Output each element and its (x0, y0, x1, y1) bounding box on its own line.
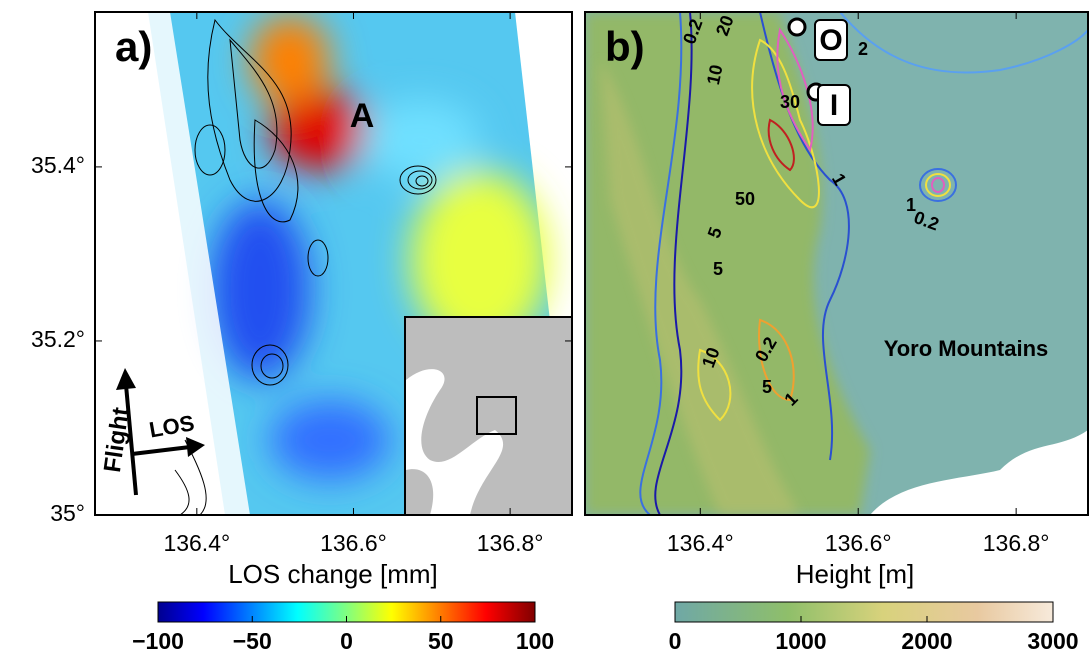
contour-label: 5 (713, 259, 723, 279)
contour-label: 10 (703, 63, 727, 87)
feature-label: A (350, 97, 375, 135)
colorbar (675, 602, 1053, 622)
site-label: O (819, 24, 842, 57)
colorbar-tick-label: 50 (428, 628, 454, 654)
colorbar-tick-label: 3000 (1027, 628, 1078, 654)
x-tick-label: 136.4° (163, 530, 230, 556)
colorbar-tick-label: −100 (132, 628, 184, 654)
panel-label: b) (605, 23, 645, 70)
x-tick-label: 136.8° (477, 530, 544, 556)
x-tick-label: 136.8° (983, 530, 1050, 556)
colorbar-tick-label: 0 (340, 628, 353, 654)
x-tick-label: 136.4° (667, 530, 734, 556)
contour-label: 50 (735, 189, 755, 209)
region-label: Yoro Mountains (884, 336, 1049, 361)
contour-label: 30 (780, 92, 800, 112)
colorbar-tick-label: 0 (669, 628, 682, 654)
site-marker (789, 19, 805, 35)
site-label: I (830, 89, 838, 122)
contour-label: 1 (906, 195, 916, 215)
colorbar-tick-label: 1000 (775, 628, 826, 654)
x-tick-label: 136.6° (320, 530, 387, 556)
x-tick-label: 136.6° (825, 530, 892, 556)
contour-label: 2 (858, 39, 868, 59)
colorbar-tick-label: 2000 (901, 628, 952, 654)
figure: Flight LOS a) A b) Yoro Mountains LOS ch… (0, 0, 1090, 661)
y-tick-label: 35.4° (31, 152, 85, 178)
y-tick-label: 35° (50, 500, 85, 526)
x-axis-label: Height [m] (796, 559, 915, 589)
panel-label: a) (115, 23, 152, 70)
y-tick-label: 35.2° (31, 326, 85, 352)
colorbar-tick-label: 100 (516, 628, 554, 654)
contour-label: 5 (762, 377, 772, 397)
x-axis-label: LOS change [mm] (228, 559, 438, 589)
colorbar-tick-label: −50 (233, 628, 272, 654)
